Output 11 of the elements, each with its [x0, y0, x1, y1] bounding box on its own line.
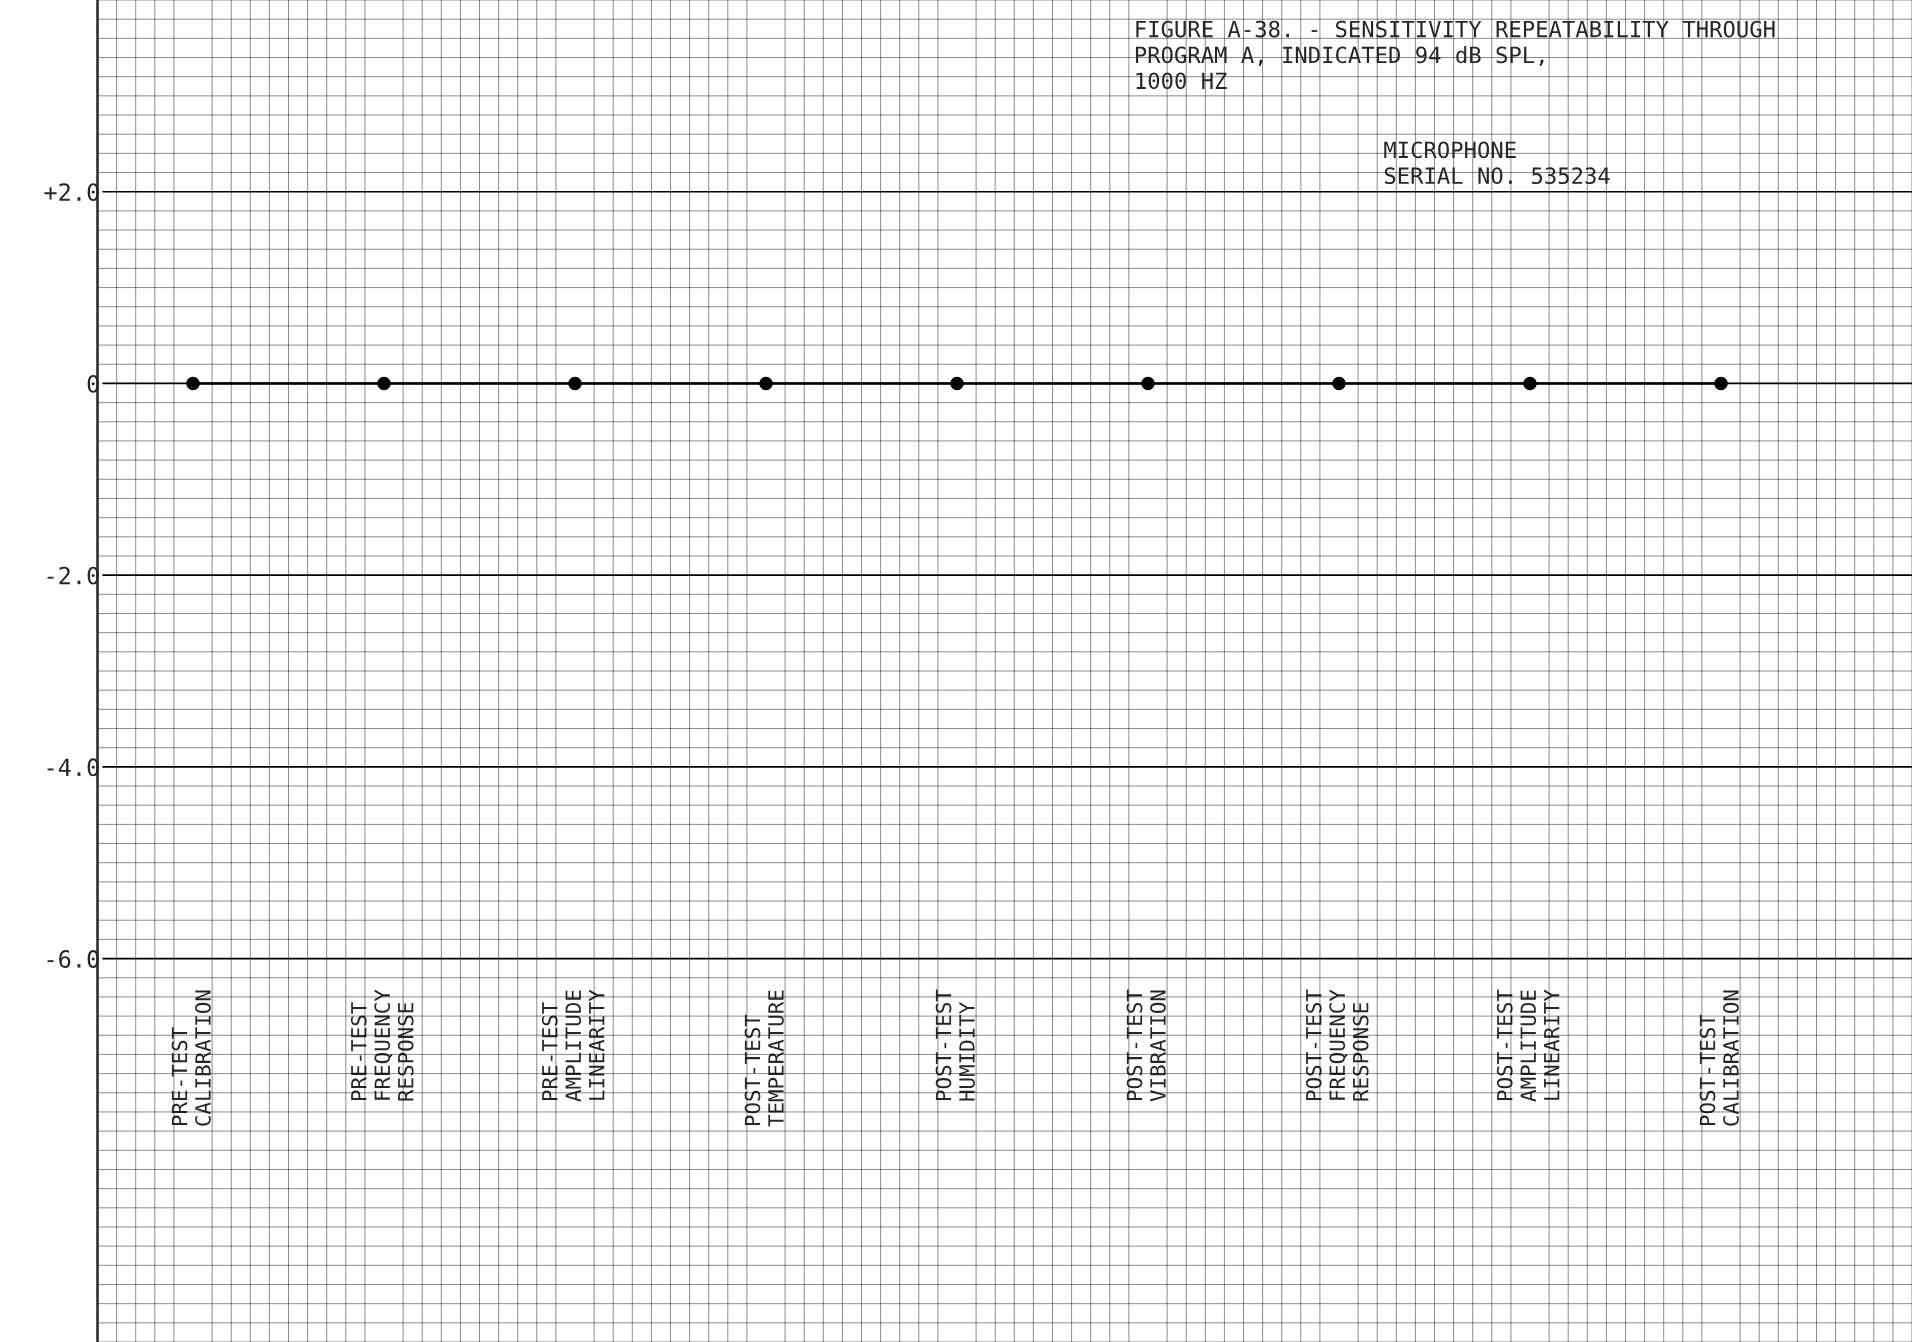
x-tick-label: POST-TEST HUMIDITY [935, 989, 975, 1101]
x-tick-label: POST-TEST VIBRATION [1126, 989, 1166, 1102]
x-tick-label: PRE-TEST FREQUENCY RESPONSE [350, 989, 414, 1101]
x-tick-label: POST-TEST FREQUENCY RESPONSE [1305, 989, 1369, 1101]
x-tick-label: POST-TEST CALIBRATION [1699, 990, 1739, 1126]
x-tick-label: POST-TEST AMPLITUDE LINEARITY [1496, 989, 1560, 1102]
text: MICROPHONE SERIAL NO. 535234 [1384, 141, 1610, 185]
x-tick-label: POST-TEST TEMPERATURE [744, 990, 784, 1127]
x-tick-label: PRE-TEST CALIBRATION [171, 990, 211, 1126]
text: FIGURE A-38. - SENSITIVITY REPEATABILITY THROUGH PROGRAM A, INDICATED 94 dB SPL, 1000 HZ [1135, 20, 1775, 90]
x-tick-label: PRE-TEST AMPLITUDE LINEARITY [541, 989, 605, 1102]
